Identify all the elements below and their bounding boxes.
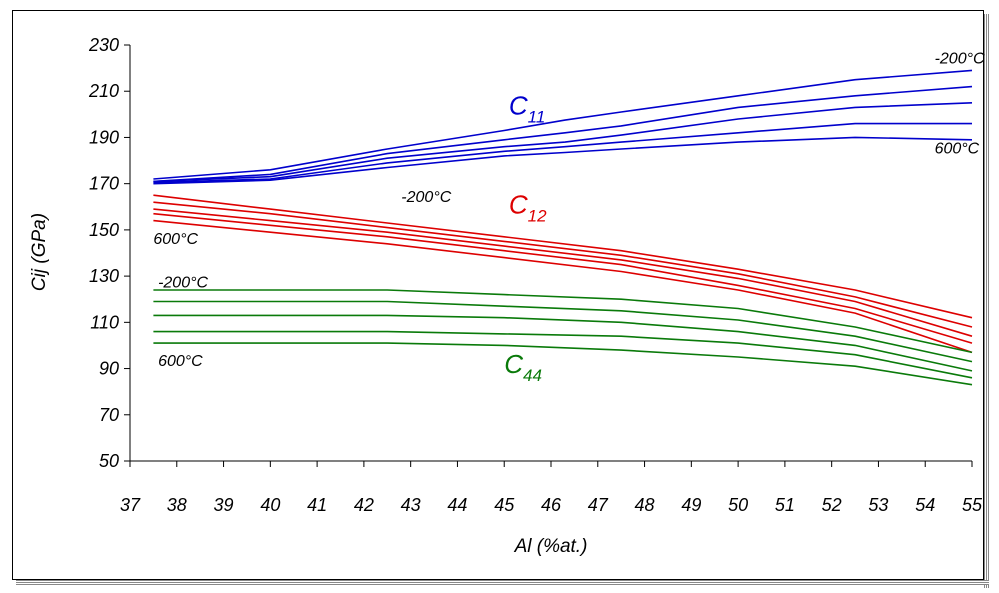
series-group-c11 [153,69,973,185]
series-label-c11: C11 [509,90,545,126]
axes: 50 70 90 110 130 150 170 190 210 230 37 38 39 40 41 42 4… [88,35,983,515]
x-tick-label: 50 [728,495,748,515]
series-line-c12-4 [153,212,973,344]
x-tick-label: 41 [307,495,327,515]
x-tick-label: 47 [588,495,609,515]
y-tick-label: 150 [89,220,119,240]
series-line-c12-3 [153,208,973,337]
y-tick-label: 50 [99,451,119,471]
temp-label-high-c12: -200°C [401,189,451,206]
frame-shadow-bottom [16,580,989,585]
x-tick-label: 43 [401,495,421,515]
series-line-c44-2 [153,300,973,363]
series-label-subscript: 44 [523,366,542,385]
series-line-c44-4 [153,330,973,379]
series-group-c44 [153,289,973,386]
x-tick-label: 51 [775,495,795,515]
y-tick-label: 210 [88,81,119,101]
series-label-c12: C12 [509,190,547,226]
y-tick-label: 70 [99,405,119,425]
x-tick-label: 42 [354,495,374,515]
x-tick-label: 45 [494,495,515,515]
x-tick-label: 52 [822,495,842,515]
temp-label-low-c44: 600°C [158,353,203,370]
x-tick-label: 49 [681,495,701,515]
series-line-c12-1 [153,194,973,319]
x-tick-label: 39 [214,495,234,515]
series-line-c11-4 [153,122,972,184]
x-tick-label: 37 [120,495,141,515]
x-tick-label: 55 [962,495,983,515]
x-tick-label: 38 [167,495,187,515]
y-tick-label: 170 [89,174,119,194]
series-line-c44-3 [153,314,973,372]
series-line-c11-2 [153,85,973,183]
series-label-subscript: 12 [528,207,547,226]
x-tick-label: 46 [541,495,562,515]
series-line-c44-5 [153,342,973,386]
series-layer [153,69,973,386]
series-line-c12-2 [153,201,973,328]
y-axis-label: Cij (GPa) [29,213,50,291]
temp-label-low-c12: 600°C [153,231,198,248]
series-line-c44-1 [153,289,973,354]
y-tick-label: 190 [89,127,119,147]
temp-label-high-c11: -200°C [935,50,985,67]
y-tick-label: 90 [99,359,119,379]
series-label-main: C [509,90,528,120]
x-axis-label: Al (%at.) [514,536,588,557]
series-label-c44: C44 [504,349,542,385]
series-line-c11-1 [153,69,973,180]
y-tick-label: 230 [88,35,119,55]
series-line-c11-5 [153,136,973,185]
labels-layer: C11-200°C600°CC12-200°C600°CC44-200°C600… [153,50,985,385]
x-tick-label: 53 [868,495,888,515]
series-label-main: C [509,190,528,220]
x-tick-label: 54 [915,495,935,515]
temp-label-high-c44: -200°C [158,275,208,292]
series-label-subscript: 11 [528,107,546,126]
y-tick-label: 110 [90,312,119,332]
x-tick-label: 44 [447,495,467,515]
x-tick-label: 40 [260,495,280,515]
y-tick-label: 130 [89,266,119,286]
series-line-c11-3 [153,102,973,183]
x-tick-label: 48 [635,495,655,515]
series-group-c12 [153,194,973,354]
frame-shadow-right [984,14,989,588]
series-line-c12-5 [153,219,973,354]
temp-label-low-c11: 600°C [935,141,980,158]
series-label-main: C [504,349,523,379]
